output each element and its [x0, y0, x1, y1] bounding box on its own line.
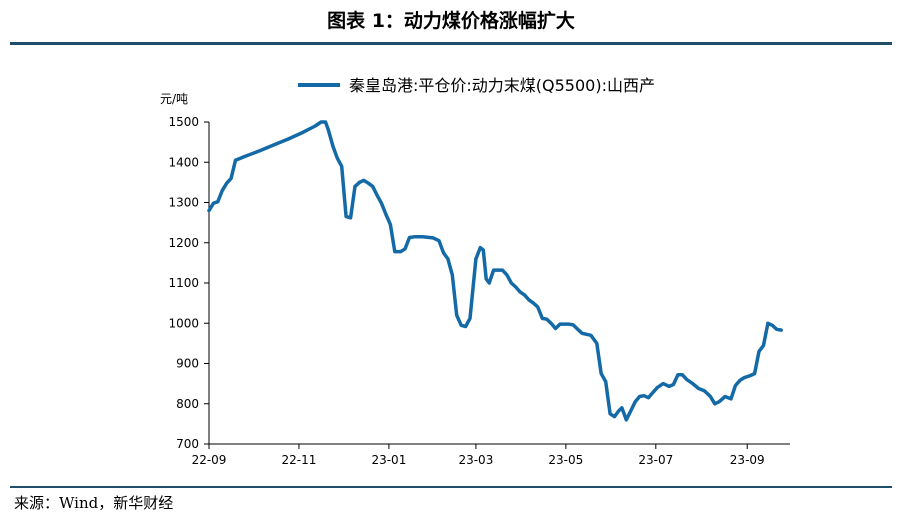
y-tick-label: 900: [176, 357, 199, 371]
x-tick-label: 22-11: [282, 453, 317, 467]
chart-legend: 秦皇岛港:平仓价:动力末煤(Q5500):山西产: [298, 76, 655, 95]
top-rule: [10, 42, 892, 45]
source-note: 来源：Wind，新华财经: [14, 494, 174, 512]
y-tick-label: 1100: [168, 276, 199, 290]
x-tick-label: 23-09: [730, 453, 765, 467]
y-axis-unit-label: 元/吨: [160, 92, 188, 106]
x-tick-label: 23-01: [371, 453, 406, 467]
y-tick-label: 1400: [168, 155, 199, 169]
line-chart: 秦皇岛港:平仓价:动力末煤(Q5500):山西产 元/吨 700 800 900 10…: [160, 76, 790, 467]
chart-series: [207, 120, 783, 422]
y-tick-label: 1200: [168, 236, 199, 250]
chart-axes: [208, 122, 790, 445]
y-tick-label: 1500: [168, 115, 199, 129]
y-tick-label: 700: [176, 437, 199, 451]
y-tick-label: 800: [176, 397, 199, 411]
x-tick-label: 23-05: [548, 453, 583, 467]
x-tick-label: 23-07: [638, 453, 673, 467]
y-axis-ticks: 700 800 900 1000 1100 1200 1300 1400 1500: [168, 115, 209, 451]
x-tick-label: 23-03: [458, 453, 493, 467]
figure-title: 图表 1：动力煤价格涨幅扩大: [327, 10, 575, 32]
y-tick-label: 1300: [168, 196, 199, 210]
x-tick-label: 22-09: [192, 453, 227, 467]
bottom-rule: [10, 486, 892, 488]
x-axis-ticks: 22-09 22-11 23-01 23-03 23-05 23-07 23-09: [192, 444, 765, 467]
legend-series-label: 秦皇岛港:平仓价:动力末煤(Q5500):山西产: [349, 76, 655, 95]
y-tick-label: 1000: [168, 316, 199, 330]
series-line: [207, 120, 783, 422]
